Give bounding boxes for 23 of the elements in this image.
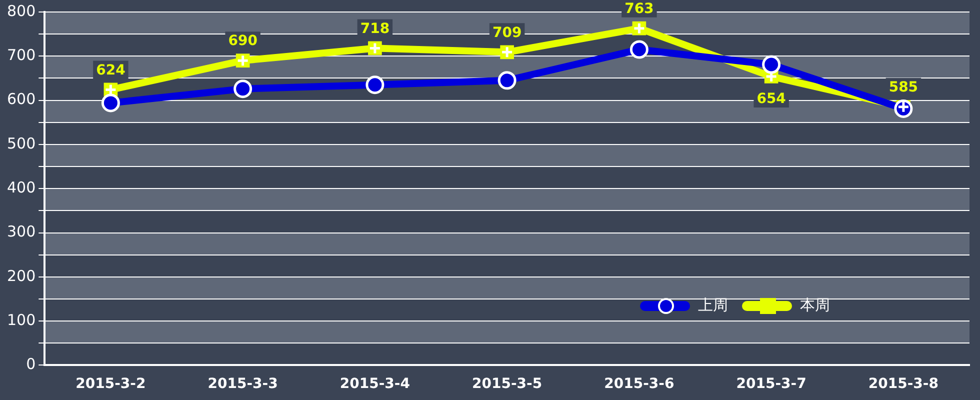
y-tick-label: 500: [6, 134, 36, 152]
y-tick-label: 600: [6, 90, 36, 108]
y-tick-label: 300: [6, 222, 36, 241]
x-tick-label: 2015-3-5: [472, 376, 542, 392]
data-label: 718: [360, 20, 390, 37]
x-tick-label: 2015-3-6: [604, 376, 674, 392]
data-label: 624: [96, 62, 126, 78]
data-label: 709: [492, 24, 522, 41]
y-tick-label: 400: [6, 178, 36, 196]
x-tick-label: 2015-3-2: [76, 376, 146, 392]
y-tick-label: 0: [26, 355, 36, 374]
y-tick-label: 100: [6, 310, 36, 329]
data-label: 763: [624, 0, 654, 17]
data-label: 654: [756, 91, 786, 108]
y-tick-label: 800: [6, 2, 36, 20]
x-tick-label: 2015-3-8: [868, 376, 938, 392]
x-tick-label: 2015-3-3: [208, 376, 278, 392]
y-tick-label: 700: [6, 46, 36, 64]
x-tick-label: 2015-3-7: [736, 376, 806, 392]
data-label: 690: [228, 33, 258, 50]
data-label: 585: [888, 80, 918, 96]
x-tick-label: 2015-3-4: [340, 376, 410, 392]
y-tick-label: 200: [6, 266, 36, 285]
